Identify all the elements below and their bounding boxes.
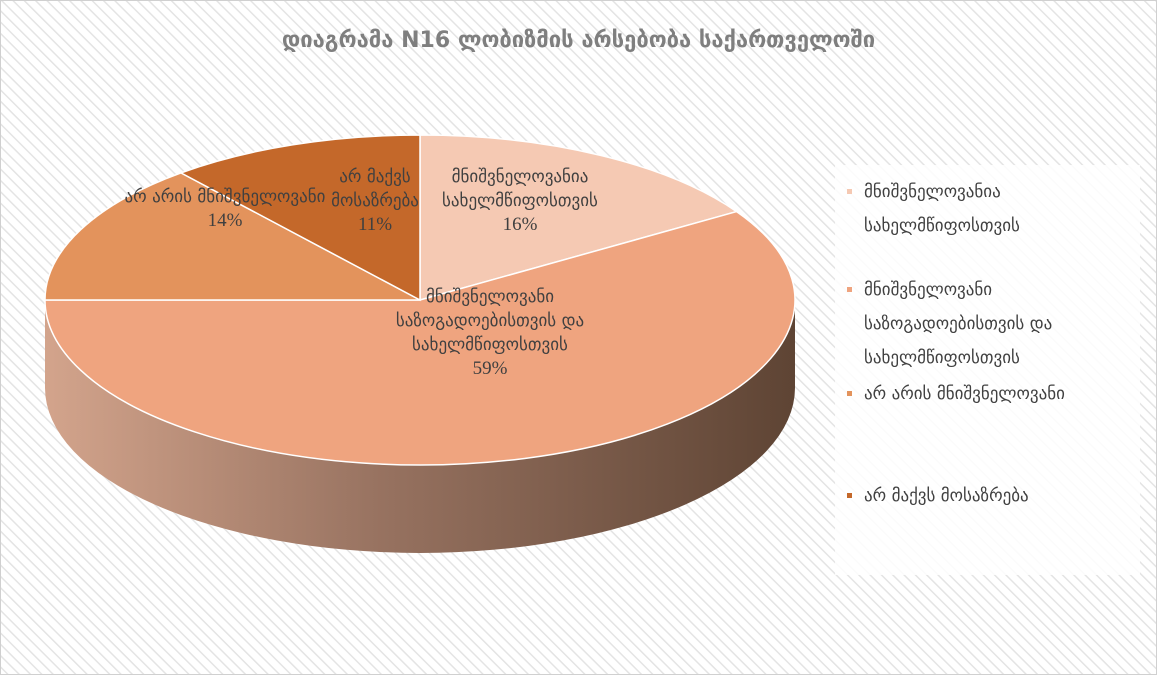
legend-swatch xyxy=(847,493,852,498)
legend-swatch xyxy=(847,189,852,194)
pie-slice xyxy=(419,134,739,301)
data-label-value: 16% xyxy=(502,214,538,235)
legend-label: არ მაქვს მოსაზრება xyxy=(864,486,1029,506)
pie-side xyxy=(45,300,795,553)
legend: მნიშვნელოვანია სახელმწიფოსთვის მნიშვნელოვ… xyxy=(835,165,1140,575)
data-label: მნიშვნელოვანია სახელმწიფოსთვის 16% xyxy=(400,165,640,237)
legend-swatch xyxy=(847,391,852,396)
data-label: არ მაქვს მოსაზრება 11% xyxy=(300,165,450,237)
pie-slice xyxy=(44,210,796,466)
legend-label: მნიშვნელოვანია სახელმწიფოსთვის xyxy=(864,182,1020,236)
pie-slice xyxy=(44,172,421,301)
data-label-value: 11% xyxy=(357,214,393,235)
legend-swatch xyxy=(847,287,852,292)
data-label-value: 14% xyxy=(207,210,243,231)
data-label-category: არ არის მნიშვნელოვანი xyxy=(124,187,326,207)
data-label: მნიშვნელოვანი საზოგადოებისთვის და სახელმ… xyxy=(360,285,620,381)
chart-title: დიაგრამა N16 ლობიზმის არსებობა საქართველ… xyxy=(281,28,876,53)
legend-label: მნიშვნელოვანი საზოგადოებისთვის და სახელმ… xyxy=(864,280,1053,368)
legend-item: მნიშვნელოვანი საზოგადოებისთვის და სახელმ… xyxy=(847,273,1140,375)
legend-item: არ მაქვს მოსაზრება xyxy=(847,479,1029,513)
pie-slice xyxy=(179,134,421,302)
data-label-category: მნიშვნელოვანია სახელმწიფოსთვის xyxy=(442,167,598,211)
legend-label: არ არის მნიშვნელოვანი xyxy=(864,384,1065,404)
legend-item: მნიშვნელოვანია სახელმწიფოსთვის xyxy=(847,175,1140,243)
data-label-value: 59% xyxy=(472,358,508,379)
legend-item: არ არის მნიშვნელოვანი xyxy=(847,377,1065,411)
data-label-category: არ მაქვს მოსაზრება xyxy=(331,167,419,211)
data-label: არ არის მნიშვნელოვანი 14% xyxy=(120,185,330,233)
data-label-category: მნიშვნელოვანი საზოგადოებისთვის და სახელმ… xyxy=(395,287,585,355)
